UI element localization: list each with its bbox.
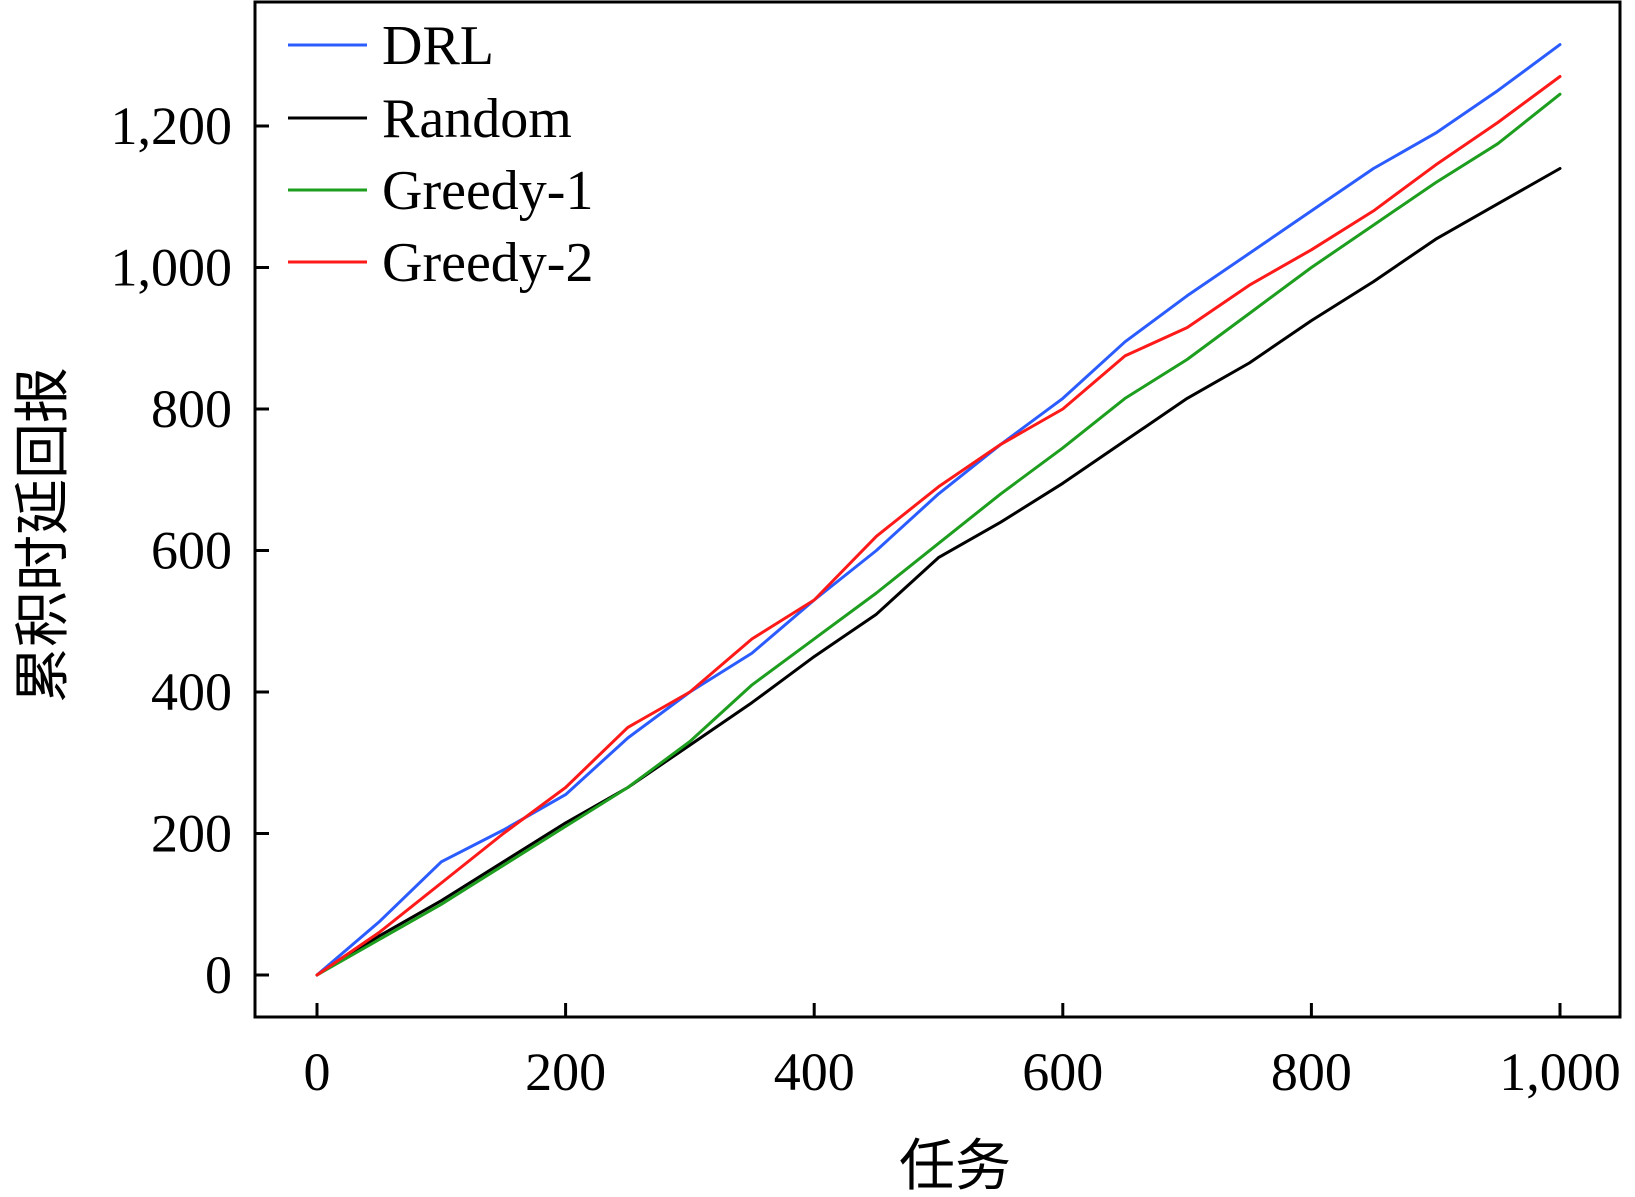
series-line-random <box>315 167 1562 977</box>
series-line-greedy-1 <box>315 92 1562 977</box>
y-tick-label-4: 800 <box>151 379 232 439</box>
x-axis: 0 200 400 600 800 1,000 <box>304 1003 1621 1102</box>
series-line-greedy-2 <box>315 75 1562 977</box>
x-axis-label: 任务 <box>899 1134 1011 1197</box>
legend-label-2: Greedy-1 <box>382 160 593 222</box>
y-tick-label-5: 1,000 <box>111 238 233 298</box>
y-axis-label: 累积时延回报 <box>11 367 76 703</box>
x-tick-label-4: 800 <box>1271 1042 1352 1102</box>
legend-label-3: Greedy-2 <box>382 232 593 294</box>
legend-label-1: Random <box>382 88 572 150</box>
y-tick-label-2: 400 <box>151 662 232 722</box>
x-tick-label-2: 400 <box>774 1042 855 1102</box>
x-tick-label-1: 200 <box>525 1042 606 1102</box>
legend: DRL Random Greedy-1 Greedy-2 <box>288 15 593 294</box>
y-tick-label-1: 200 <box>151 804 232 864</box>
legend-label-0: DRL <box>382 15 494 77</box>
y-tick-label-3: 600 <box>151 521 232 581</box>
plot-frame <box>253 0 1622 1019</box>
x-tick-label-5: 1,000 <box>1499 1042 1621 1102</box>
x-tick-label-0: 0 <box>304 1042 331 1102</box>
y-tick-label-6: 1,200 <box>111 96 233 156</box>
series-lines <box>315 43 1562 977</box>
x-tick-label-3: 600 <box>1022 1042 1103 1102</box>
y-tick-label-0: 0 <box>205 945 232 1005</box>
y-axis: 0 200 400 600 800 1,000 1,200 <box>111 96 269 1005</box>
